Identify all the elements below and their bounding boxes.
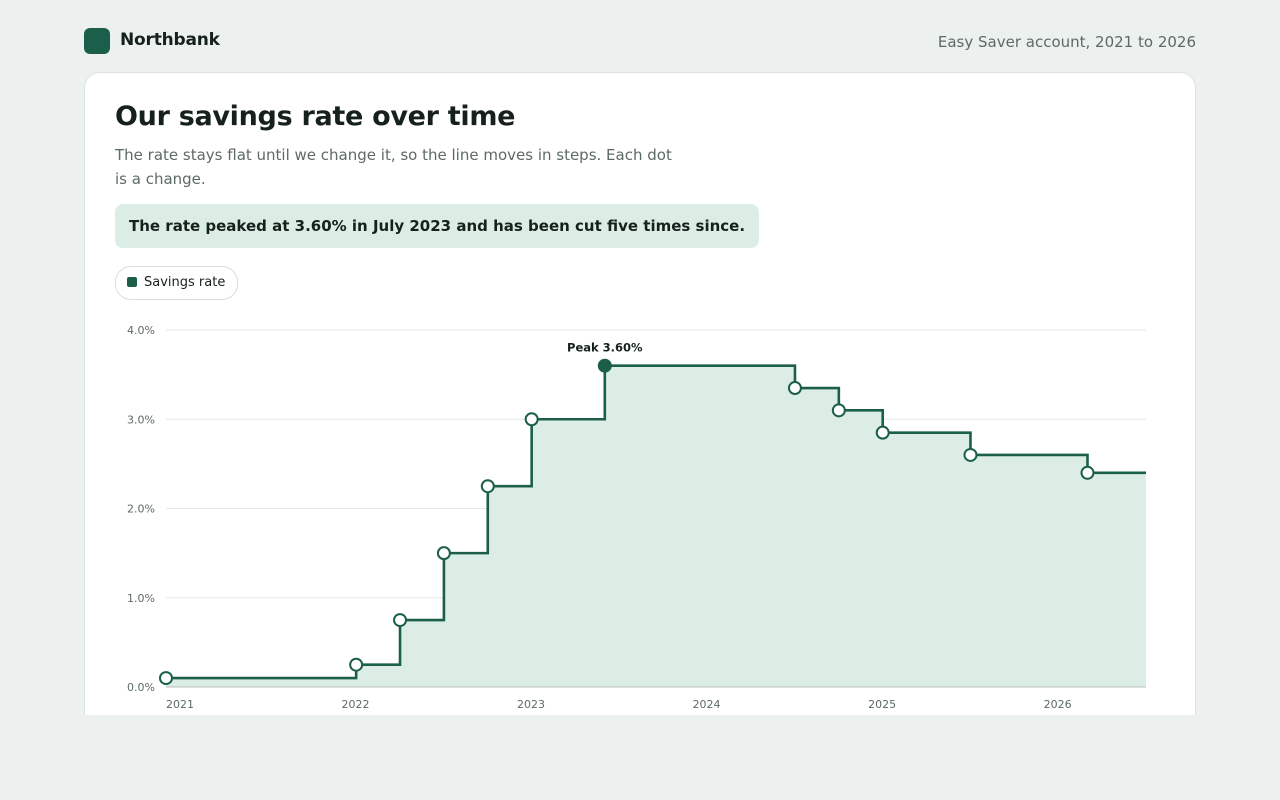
rate-change-point [436,546,451,561]
x-tick-label: 2021 [166,698,194,711]
rate-change-point [480,479,495,494]
brand-name: Northbank [120,30,220,50]
peak-annotation-label: Peak 3.60% [567,341,643,355]
brand-logo [84,28,110,54]
chart-title: Our savings rate over time [115,101,516,132]
x-tick-label: 2024 [693,698,721,711]
legend-swatch [127,277,137,287]
rate-change-point [831,403,846,418]
top-bar: Northbank Easy Saver account, 2021 to 20… [84,28,1196,54]
x-tick-label: 2026 [1044,698,1072,711]
rate-change-point [159,671,173,686]
y-tick-label: 2.0% [127,503,155,516]
x-tick-label: 2025 [868,698,896,711]
chart-subtitle: The rate stays flat until we change it, … [115,146,672,188]
y-tick-label: 4.0% [127,324,155,337]
rate-change-point [349,657,364,672]
y-tick-label: 3.0% [127,413,155,426]
y-tick-label: 0.0% [127,681,155,694]
x-axis-labels: 2021 2022 2023 2024 2025 2026 [166,698,1072,711]
savings-rate-area [166,365,1146,687]
rate-change-point [1080,465,1095,480]
rate-change-point [963,447,978,462]
rate-change-point [524,412,539,427]
y-axis-labels: 0.0% 1.0% 2.0% 3.0% 4.0% [127,324,155,694]
x-tick-label: 2022 [342,698,370,711]
legend-item-savings-rate[interactable]: Savings rate [115,266,239,300]
savings-rate-line [166,364,1146,680]
y-tick-label: 1.0% [127,592,155,605]
key-insight-callout: The rate peaked at 3.60% in July 2023 an… [115,204,760,248]
rate-change-point [393,613,408,628]
rate-change-point [787,381,802,396]
x-tick-label: 2023 [517,698,545,711]
chart-annotations: Peak 3.60% [567,341,643,355]
peak-rate-point [597,358,612,373]
account-caption: Easy Saver account, 2021 to 2026 [937,33,1196,51]
rate-change-points [159,358,1095,686]
savings-rate-chart: 0.0%1.0%2.0%3.0%4.0% 2021 2022 2023 2024 202… [127,324,1146,711]
legend-label: Savings rate [144,275,226,290]
rate-change-point [875,425,890,440]
chart-card: Our savings rate over time The rate stay… [84,72,1196,715]
